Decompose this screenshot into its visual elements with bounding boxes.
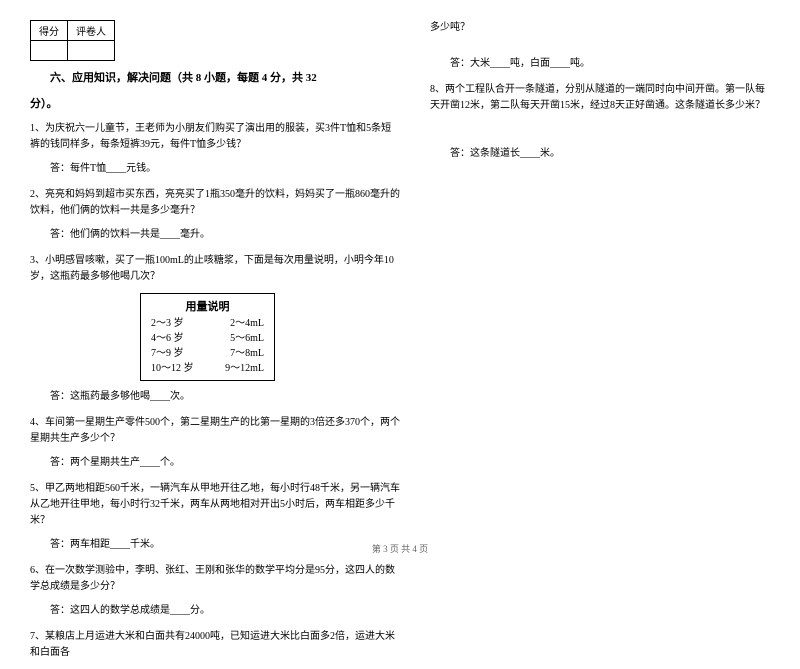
dosage-box: 用量说明 2～3 岁 2～4mL 4～6 岁 5～6mL 7～9 岁 7～8mL… xyxy=(140,293,275,381)
right-column: 多少吨？ 答：大米____吨，白面____吨。 8、两个工程队合开一条隧道，分别… xyxy=(430,20,770,669)
dosage-amount-0: 2～4mL xyxy=(230,316,264,331)
answer-8: 答：这条隧道长____米。 xyxy=(430,146,770,162)
question-2: 2、亮亮和妈妈到超市买东西，亮亮买了1瓶350毫升的饮料，妈妈买了一瓶860毫升… xyxy=(30,187,400,219)
answer-7: 答：大米____吨，白面____吨。 xyxy=(430,56,770,72)
question-7: 7、某粮店上月运进大米和白面共有24000吨，已知运进大米比白面多2倍，运进大米… xyxy=(30,629,400,661)
answer-1: 答：每件T恤____元钱。 xyxy=(30,161,400,177)
dosage-amount-2: 7～8mL xyxy=(230,346,264,361)
dosage-age-1: 4～6 岁 xyxy=(151,331,184,346)
score-label: 得分 xyxy=(31,21,68,41)
answer-2: 答：他们俩的饮料一共是____毫升。 xyxy=(30,227,400,243)
dosage-row-2: 7～9 岁 7～8mL xyxy=(145,346,270,361)
dosage-amount-3: 9～12mL xyxy=(225,361,264,376)
answer-6: 答：这四人的数学总成绩是____分。 xyxy=(30,603,400,619)
score-cell xyxy=(31,41,68,61)
dosage-row-1: 4～6 岁 5～6mL xyxy=(145,331,270,346)
dosage-amount-1: 5～6mL xyxy=(230,331,264,346)
question-5: 5、甲乙两地相距560千米，一辆汽车从甲地开往乙地，每小时行48千米，另一辆汽车… xyxy=(30,481,400,529)
question-8: 8、两个工程队合开一条隧道，分别从隧道的一端同时向中间开凿。第一队每天开凿12米… xyxy=(430,82,770,114)
dosage-age-3: 10～12 岁 xyxy=(151,361,194,376)
score-table: 得分 评卷人 xyxy=(30,20,115,61)
answer-4: 答：两个星期共生产____个。 xyxy=(30,455,400,471)
left-column: 得分 评卷人 六、应用知识，解决问题（共 8 小题，每题 4 分，共 32 分）… xyxy=(30,20,400,669)
section-title: 六、应用知识，解决问题（共 8 小题，每题 4 分，共 32 xyxy=(50,69,317,85)
question-6: 6、在一次数学测验中，李明、张红、王刚和张华的数学平均分是95分，这四人的数学总… xyxy=(30,563,400,595)
points-note: 分）。 xyxy=(30,95,400,111)
question-4: 4、车间第一星期生产零件500个，第二星期生产的比第一星期的3倍还多370个，两… xyxy=(30,415,400,447)
grader-label: 评卷人 xyxy=(68,21,115,41)
dosage-row-3: 10～12 岁 9～12mL xyxy=(145,361,270,376)
dosage-age-2: 7～9 岁 xyxy=(151,346,184,361)
dosage-row-0: 2～3 岁 2～4mL xyxy=(145,316,270,331)
question-7b: 多少吨？ xyxy=(430,20,770,36)
page-footer: 第 3 页 共 4 页 xyxy=(0,542,800,555)
dosage-title: 用量说明 xyxy=(145,298,270,314)
answer-3: 答：这瓶药最多够他喝____次。 xyxy=(30,389,400,405)
section-header: 得分 评卷人 六、应用知识，解决问题（共 8 小题，每题 4 分，共 32 xyxy=(30,20,400,85)
question-1: 1、为庆祝六一儿童节，王老师为小朋友们购买了演出用的服装，买3件T恤和5条短裤的… xyxy=(30,121,400,153)
grader-cell xyxy=(68,41,115,61)
question-3: 3、小明感冒咳嗽，买了一瓶100mL的止咳糖浆，下面是每次用量说明，小明今年10… xyxy=(30,253,400,285)
dosage-age-0: 2～3 岁 xyxy=(151,316,184,331)
